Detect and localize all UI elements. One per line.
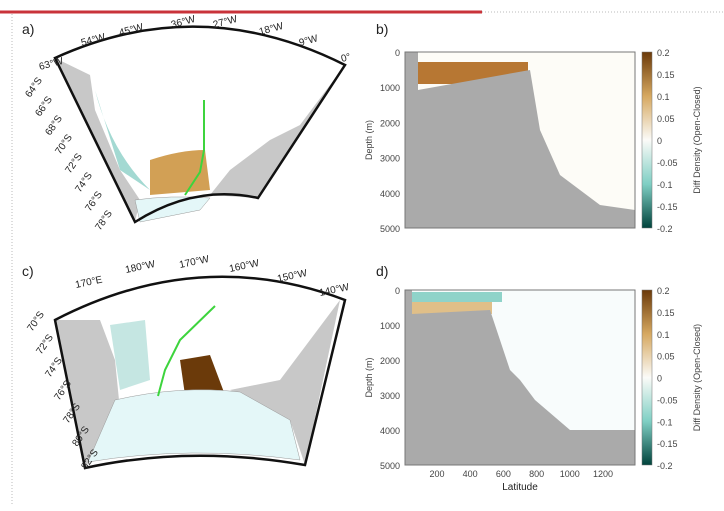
lat-label: 70°S bbox=[53, 132, 75, 156]
colorbar-tick-label: 0 bbox=[657, 136, 662, 146]
panel-label: a) bbox=[22, 21, 34, 37]
colorbar-tick-label: -0.05 bbox=[657, 158, 678, 168]
y-tick-label: 0 bbox=[395, 48, 400, 58]
colorbar-tick-label: 0.1 bbox=[657, 330, 670, 340]
colorbar-tick-label: 0.2 bbox=[657, 48, 670, 58]
colorbar-tick-label: -0.15 bbox=[657, 439, 678, 449]
y-tick-label: 3000 bbox=[380, 154, 400, 164]
lat-label: 76°S bbox=[83, 189, 105, 213]
lat-label: 72°S bbox=[34, 332, 56, 356]
y-tick-label: 5000 bbox=[380, 461, 400, 471]
y-tick-label: 2000 bbox=[380, 118, 400, 128]
lat-label: 66°S bbox=[33, 94, 55, 118]
x-tick-label: 800 bbox=[529, 469, 544, 479]
colorbar-tick-label: 0.05 bbox=[657, 114, 675, 124]
lat-label: 68°S bbox=[43, 113, 65, 137]
colorbar-tick-label: -0.2 bbox=[657, 461, 673, 471]
y-tick-label: 0 bbox=[395, 286, 400, 296]
x-tick-label: 400 bbox=[463, 469, 478, 479]
panel-label: b) bbox=[376, 21, 388, 37]
lat-label: 74°S bbox=[73, 170, 95, 194]
y-tick-label: 4000 bbox=[380, 189, 400, 199]
x-tick-label: 1200 bbox=[593, 469, 613, 479]
lon-label: 170°E bbox=[74, 274, 103, 291]
lon-label: 0° bbox=[340, 52, 352, 65]
x-tick-label: 200 bbox=[429, 469, 444, 479]
lon-label: 150°W bbox=[276, 268, 308, 285]
lon-label: 180°W bbox=[124, 259, 156, 276]
colorbar-tick-label: 0.1 bbox=[657, 92, 670, 102]
colorbar-tick-label: -0.1 bbox=[657, 180, 673, 190]
y-axis-label: Depth (m) bbox=[364, 120, 374, 160]
colorbar-tick-label: 0 bbox=[657, 374, 662, 384]
x-tick-label: 600 bbox=[496, 469, 511, 479]
map-c bbox=[53, 275, 347, 470]
x-axis-label: Latitude bbox=[502, 482, 538, 493]
panel-label: c) bbox=[22, 263, 34, 279]
lon-label: 9°W bbox=[298, 33, 320, 49]
lon-label: 170°W bbox=[178, 254, 210, 271]
colorbar-tick-label: 0.2 bbox=[657, 286, 670, 296]
lon-label: 18°W bbox=[258, 21, 285, 38]
lon-label: 160°W bbox=[228, 258, 260, 275]
colorbar-tick-label: -0.15 bbox=[657, 202, 678, 212]
y-tick-label: 2000 bbox=[380, 356, 400, 366]
panel-label: d) bbox=[376, 263, 388, 279]
lat-label: 64°S bbox=[23, 75, 45, 99]
x-tick-label: 1000 bbox=[560, 469, 580, 479]
y-tick-label: 5000 bbox=[380, 224, 400, 234]
lat-label: 78°S bbox=[93, 208, 115, 232]
y-axis-label: Depth (m) bbox=[364, 357, 374, 397]
map-a bbox=[53, 25, 347, 224]
section-b bbox=[404, 51, 653, 229]
colorbar-tick-label: 0.15 bbox=[657, 308, 675, 318]
y-tick-label: 4000 bbox=[380, 426, 400, 436]
section-d bbox=[404, 289, 653, 466]
y-tick-label: 1000 bbox=[380, 83, 400, 93]
colorbar-label: Diff Density (Open-Closed) bbox=[692, 324, 702, 431]
colorbar-label: Diff Density (Open-Closed) bbox=[692, 86, 702, 193]
colorbar-tick-label: -0.05 bbox=[657, 395, 678, 405]
colorbar-tick-label: 0.05 bbox=[657, 352, 675, 362]
colorbar-tick-label: -0.1 bbox=[657, 417, 673, 427]
lat-label: 70°S bbox=[25, 309, 47, 333]
y-tick-label: 1000 bbox=[380, 321, 400, 331]
colorbar-tick-label: -0.2 bbox=[657, 224, 673, 234]
y-tick-label: 3000 bbox=[380, 391, 400, 401]
lat-label: 72°S bbox=[63, 151, 85, 175]
colorbar-tick-label: 0.15 bbox=[657, 70, 675, 80]
